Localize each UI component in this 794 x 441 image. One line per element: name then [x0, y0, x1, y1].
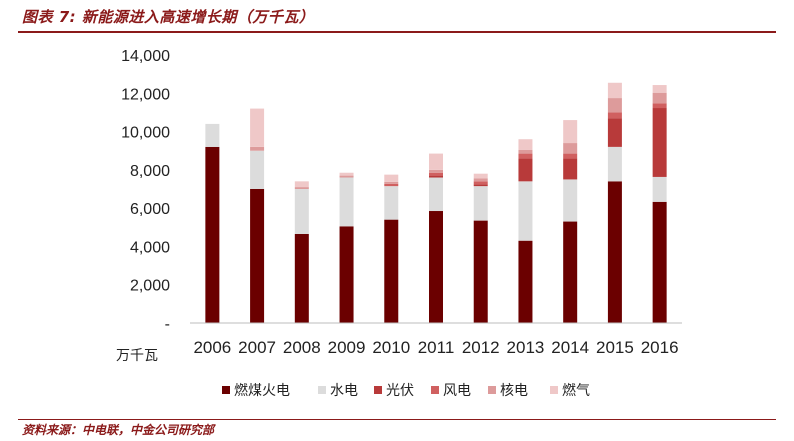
bar-segment-2009-1 — [339, 177, 354, 227]
bar-segment-2014-0 — [563, 221, 578, 323]
bar-segment-2012-3 — [473, 181, 488, 185]
bar-segment-2009-0 — [339, 226, 354, 323]
chart-title: 图表 7: 新能源进入高速增长期（万千瓦） — [22, 8, 315, 26]
x-tick-label: 2015 — [596, 338, 634, 357]
bar-segment-2012-5 — [473, 173, 488, 179]
bar-segment-2016-0 — [652, 201, 667, 323]
bar-segment-2014-1 — [563, 179, 578, 222]
x-tick-label: 2007 — [238, 338, 276, 357]
bar-segment-2010-1 — [384, 186, 399, 220]
title-rule — [18, 31, 776, 33]
x-tick-label: 2012 — [462, 338, 500, 357]
bar-segment-2009-4 — [339, 175, 354, 178]
bar-segment-2015-2 — [607, 118, 622, 147]
y-tick-label: 12,000 — [121, 86, 170, 103]
bar-segment-2013-0 — [518, 240, 533, 323]
bar-segment-2014-3 — [563, 153, 578, 159]
y-tick-label: - — [165, 316, 170, 333]
bar-segment-2015-3 — [607, 112, 622, 119]
legend-swatch — [550, 386, 558, 394]
bar-segment-2012-2 — [473, 184, 488, 187]
y-axis: - 2,000 4,000 6,000 8,000 10,000 12,000 14,000 — [121, 48, 170, 333]
bar-segment-2010-5 — [384, 174, 399, 182]
bar-segment-2009-5 — [339, 172, 354, 176]
bar-segment-2011-5 — [429, 153, 443, 170]
x-tick-label: 2010 — [372, 338, 410, 357]
bar-segment-2007-0 — [250, 189, 265, 323]
legend: 燃煤火电 水电 光伏 风电 核电 燃气 — [222, 382, 590, 399]
bar-segment-2008-5 — [294, 181, 309, 188]
bar-segment-2011-4 — [429, 169, 443, 173]
legend-label: 燃煤火电 — [234, 382, 290, 399]
x-axis: 2006 2007 2008 2009 2010 2011 2012 2013 2014 2015… — [190, 322, 682, 357]
bar-segment-2016-3 — [652, 103, 667, 109]
unit-label: 万千瓦 — [116, 348, 158, 364]
bar-segment-2006-1 — [205, 123, 220, 147]
bar-segment-2011-1 — [429, 177, 443, 212]
x-tick-label: 2013 — [507, 338, 545, 357]
legend-swatch — [431, 386, 439, 394]
source-note: 资料来源：中电联，中金公司研究部 — [22, 423, 215, 437]
x-tick-label: 2006 — [193, 338, 231, 357]
y-tick-label: 4,000 — [130, 239, 170, 256]
bar-segment-2010-4 — [384, 181, 399, 184]
bar-segment-2016-1 — [652, 176, 667, 202]
bar-segment-2016-5 — [652, 85, 667, 93]
bar-segment-2015-4 — [607, 98, 622, 113]
x-tick-label: 2011 — [418, 338, 455, 357]
bar-segment-2010-0 — [384, 219, 399, 323]
bar-segment-2013-3 — [518, 153, 533, 159]
bar-segment-2012-4 — [473, 178, 488, 182]
bar-segment-2012-0 — [473, 220, 488, 323]
bar-segment-2013-5 — [518, 139, 533, 150]
legend-swatch — [222, 386, 230, 394]
bar-segment-2013-1 — [518, 181, 533, 241]
y-tick-label: 6,000 — [130, 201, 170, 218]
stacked-bar-chart: -2,0004,0006,0008,00010,00012,00014,000 … — [116, 48, 682, 399]
bar-segment-2013-2 — [518, 158, 533, 182]
bar-segment-2014-5 — [563, 120, 578, 144]
y-tick-label: 14,000 — [121, 48, 170, 65]
bar-segment-2014-4 — [563, 143, 578, 154]
bar-segment-2014-2 — [563, 158, 578, 180]
bar-segment-2007-1 — [250, 150, 265, 189]
bar-segment-2008-1 — [294, 189, 309, 234]
y-tick-label: 10,000 — [121, 125, 170, 142]
bar-segment-2007-5 — [250, 108, 265, 147]
y-tick-label: 2,000 — [130, 278, 170, 295]
legend-swatch — [374, 386, 382, 394]
bar-segment-2013-4 — [518, 149, 533, 154]
bar-segment-2011-0 — [429, 211, 443, 323]
bar-segment-2007-4 — [250, 146, 265, 151]
bar-segment-2015-0 — [607, 181, 622, 323]
x-tick-label: 2014 — [551, 338, 589, 357]
legend-label: 风电 — [443, 383, 471, 399]
bar-segment-2008-4 — [294, 187, 309, 189]
bar-segment-2011-2 — [429, 175, 443, 178]
bar-segment-2008-0 — [294, 233, 309, 323]
bar-segment-2016-4 — [652, 92, 667, 104]
x-tick-label: 2009 — [328, 338, 366, 357]
bar-segment-2011-3 — [429, 172, 443, 176]
bar-segment-2010-3 — [384, 183, 399, 187]
x-tick-label: 2008 — [283, 338, 321, 357]
legend-label: 光伏 — [386, 383, 414, 399]
x-tick-label: 2016 — [641, 338, 679, 357]
bar-segment-2015-1 — [607, 146, 622, 182]
bars — [205, 82, 667, 323]
bar-segment-2006-0 — [205, 146, 220, 323]
bar-segment-2012-1 — [473, 186, 488, 221]
bar-segment-2016-2 — [652, 108, 667, 177]
source-rule — [18, 419, 776, 420]
legend-swatch — [318, 386, 326, 394]
legend-label: 燃气 — [562, 382, 590, 399]
y-tick-label: 8,000 — [130, 163, 170, 180]
bar-segment-2015-5 — [607, 82, 622, 99]
legend-swatch — [488, 386, 496, 394]
legend-label: 核电 — [500, 383, 528, 399]
legend-label: 水电 — [330, 383, 358, 399]
